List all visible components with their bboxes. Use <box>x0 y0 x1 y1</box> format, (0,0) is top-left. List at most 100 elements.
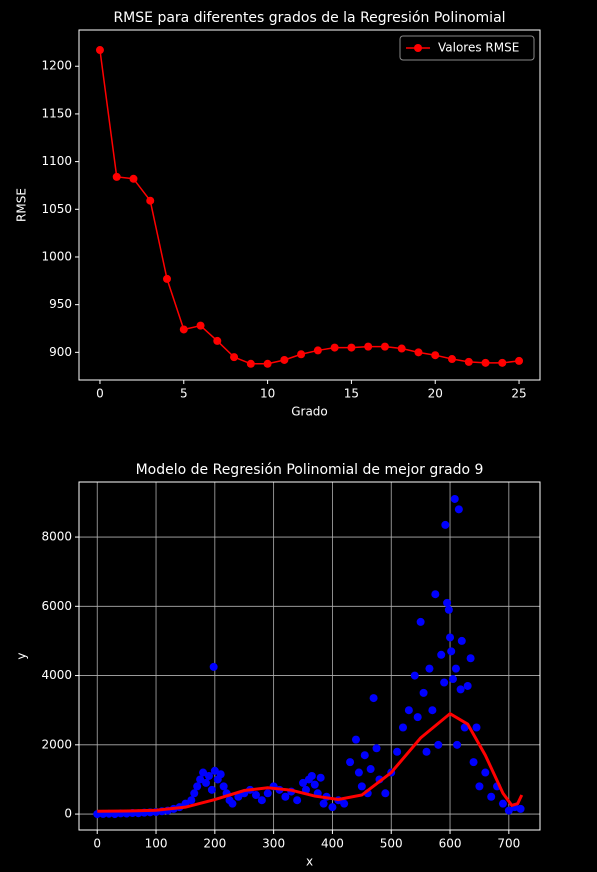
data-point <box>179 325 188 334</box>
data-point <box>414 348 423 357</box>
legend-marker <box>414 44 422 52</box>
scatter-point <box>381 789 390 798</box>
data-point <box>280 355 289 364</box>
scatter-point <box>204 771 213 780</box>
scatter-point <box>498 799 507 808</box>
scatter-point <box>472 723 481 732</box>
scatter-point <box>454 505 463 514</box>
scatter-point <box>257 796 266 805</box>
y-tick-label: 1050 <box>41 202 72 216</box>
data-point <box>431 351 440 360</box>
scatter-point <box>481 768 490 777</box>
scatter-point <box>428 706 437 715</box>
scatter-point <box>210 766 219 775</box>
scatter-point <box>516 804 525 813</box>
chart-title: Modelo de Regresión Polinomial de mejor … <box>136 462 484 478</box>
scatter-point <box>357 782 366 791</box>
scatter-point <box>234 792 243 801</box>
scatter-point <box>466 654 475 663</box>
scatter-point <box>463 681 472 690</box>
scatter-point <box>460 723 469 732</box>
scatter-point <box>451 664 460 673</box>
x-axis-label: Grado <box>291 405 328 419</box>
scatter-point <box>251 791 260 800</box>
scatter-point <box>398 723 407 732</box>
data-point <box>397 344 406 353</box>
scatter-point <box>457 636 466 645</box>
data-point <box>464 357 473 366</box>
scatter-point <box>207 785 216 794</box>
scatter-point <box>410 671 419 680</box>
x-tick-label: 400 <box>321 837 344 851</box>
scatter-point <box>446 633 455 642</box>
x-tick-label: 600 <box>439 837 462 851</box>
scatter-point <box>216 770 225 779</box>
scatter-point <box>209 662 218 671</box>
scatter-point <box>504 806 513 815</box>
y-tick-label: 1200 <box>41 59 72 73</box>
scatter-point <box>441 520 450 529</box>
scatter-point <box>190 789 199 798</box>
data-point <box>515 356 524 365</box>
data-point <box>129 174 138 183</box>
scatter-point <box>351 735 360 744</box>
scatter-point <box>196 775 205 784</box>
scatter-point <box>360 751 369 760</box>
scatter-point <box>310 780 319 789</box>
data-point <box>364 342 373 351</box>
y-axis-label: y <box>15 652 29 659</box>
scatter-point <box>419 688 428 697</box>
x-tick-label: 100 <box>145 837 168 851</box>
scatter-point <box>293 796 302 805</box>
scatter-point <box>450 494 459 503</box>
scatter-point <box>340 799 349 808</box>
scatter-point <box>440 678 449 687</box>
scatter-point <box>199 768 208 777</box>
data-point <box>230 353 239 362</box>
scatter-point <box>456 685 465 694</box>
y-tick-label: 0 <box>64 807 72 821</box>
scatter-point <box>281 792 290 801</box>
scatter-point <box>366 765 375 774</box>
scatter-point <box>453 740 462 749</box>
x-tick-label: 25 <box>511 387 526 401</box>
scatter-point <box>469 758 478 767</box>
scatter-point <box>319 799 328 808</box>
x-tick-label: 500 <box>380 837 403 851</box>
x-tick-label: 5 <box>180 387 188 401</box>
scatter-point <box>328 803 337 812</box>
data-point <box>447 355 456 364</box>
scatter-point <box>228 799 237 808</box>
y-tick-label: 6000 <box>41 599 72 613</box>
scatter-point <box>354 768 363 777</box>
data-point <box>163 274 172 283</box>
scatter-point <box>219 782 228 791</box>
plot-frame <box>78 29 541 381</box>
legend-label: Valores RMSE <box>438 41 519 55</box>
scatter-point <box>263 789 272 798</box>
scatter-point <box>431 590 440 599</box>
scatter-point <box>316 773 325 782</box>
x-axis-label: x <box>306 855 313 869</box>
plot-frame <box>78 481 541 831</box>
scatter-point <box>447 647 456 656</box>
x-tick-label: 10 <box>260 387 275 401</box>
data-point <box>330 343 339 352</box>
y-tick-label: 900 <box>49 345 72 359</box>
y-tick-label: 8000 <box>41 530 72 544</box>
data-point <box>246 359 255 368</box>
legend-box <box>399 35 535 61</box>
x-tick-label: 700 <box>497 837 520 851</box>
scatter-point <box>487 792 496 801</box>
data-line <box>99 49 520 365</box>
scatter-point <box>413 713 422 722</box>
y-tick-label: 4000 <box>41 668 72 682</box>
scatter-point <box>444 605 453 614</box>
data-point <box>146 196 155 205</box>
y-tick-label: 1000 <box>41 249 72 263</box>
scatter-point <box>369 694 378 703</box>
scatter-point <box>372 744 381 753</box>
data-point <box>95 46 104 55</box>
x-tick-label: 15 <box>344 387 359 401</box>
data-point <box>481 358 490 367</box>
